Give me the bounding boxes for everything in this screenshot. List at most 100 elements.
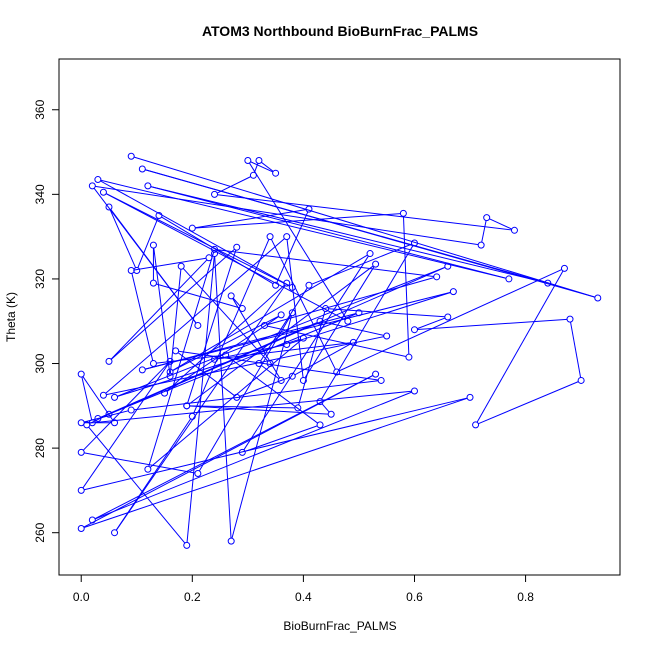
- data-point: [433, 273, 441, 281]
- data-point: [233, 243, 241, 251]
- data-point: [261, 321, 269, 329]
- series-segment: [321, 245, 414, 400]
- data-point: [305, 205, 313, 213]
- data-point: [316, 398, 324, 406]
- data-point: [227, 292, 235, 300]
- series-segment: [328, 308, 445, 318]
- data-point: [366, 250, 374, 258]
- series-segment: [105, 193, 290, 287]
- x-tick-label: 0.6: [406, 590, 423, 604]
- y-tick-label: 280: [33, 438, 47, 458]
- series-segment: [417, 318, 568, 330]
- series-segment: [489, 218, 512, 230]
- data-point: [111, 393, 119, 401]
- series-segment: [232, 298, 281, 379]
- series-segment: [198, 315, 292, 472]
- data-point: [449, 288, 457, 296]
- data-point: [99, 188, 107, 196]
- data-point: [77, 370, 85, 378]
- series-segment: [195, 209, 307, 229]
- series-segment: [232, 297, 241, 307]
- series-segment: [169, 269, 182, 374]
- data-point: [211, 190, 219, 198]
- data-point: [383, 332, 391, 340]
- series-segment: [100, 179, 507, 279]
- data-point: [138, 165, 146, 173]
- data-point: [94, 176, 102, 184]
- series-segment: [84, 397, 468, 491]
- x-axis: 0.0 0.2 0.4 0.6 0.8: [73, 574, 534, 604]
- x-tick-label: 0.4: [295, 590, 312, 604]
- series-segment: [137, 218, 159, 268]
- series-segment: [145, 313, 357, 370]
- data-point: [483, 214, 491, 222]
- data-point: [410, 387, 418, 395]
- series-segment: [134, 380, 379, 411]
- data-point: [410, 326, 418, 334]
- series-segment: [149, 339, 302, 468]
- series-segment: [195, 213, 401, 229]
- series-segment: [186, 256, 215, 543]
- series-segment: [250, 161, 274, 173]
- series-segment: [131, 273, 154, 361]
- data-point: [316, 317, 324, 325]
- series-segment: [111, 266, 446, 414]
- series-segment: [270, 239, 336, 370]
- data-point: [211, 245, 219, 253]
- y-tick-label: 320: [33, 269, 47, 289]
- data-point: [227, 537, 235, 545]
- y-axis: 260 280 300 320 340 360: [33, 99, 60, 543]
- series-segment: [145, 169, 546, 283]
- series-segment: [286, 239, 304, 378]
- data-point: [88, 419, 96, 427]
- data-point: [266, 360, 274, 368]
- data-point: [94, 415, 102, 423]
- series-segment: [105, 238, 285, 394]
- data-point: [138, 366, 146, 374]
- series-segment: [244, 425, 318, 452]
- data-point: [272, 281, 280, 289]
- data-point: [177, 262, 185, 270]
- series-segment: [261, 161, 274, 172]
- data-point: [372, 260, 380, 268]
- series-segment: [478, 381, 579, 425]
- data-point: [594, 294, 602, 302]
- y-tick-label: 360: [33, 99, 47, 119]
- series-segment: [100, 313, 357, 418]
- series-segment: [298, 311, 326, 406]
- data-point: [99, 391, 107, 399]
- data-point: [222, 351, 230, 359]
- data-point: [322, 305, 330, 313]
- series-segment: [214, 256, 232, 539]
- data-point: [205, 254, 213, 262]
- data-point: [294, 404, 302, 412]
- data-point: [377, 376, 385, 384]
- series-segment: [100, 321, 318, 418]
- data-point: [444, 313, 452, 321]
- series-segment: [217, 176, 251, 194]
- data-point: [283, 340, 291, 348]
- data-point: [149, 360, 157, 368]
- series-segment: [166, 284, 285, 392]
- data-point: [288, 309, 296, 317]
- data-point: [77, 448, 85, 456]
- series-segment: [172, 315, 279, 372]
- series-segment: [193, 239, 270, 414]
- data-point: [444, 262, 452, 270]
- data-point: [266, 233, 274, 241]
- data-point: [77, 524, 85, 532]
- data-point: [127, 152, 135, 160]
- data-point: [472, 421, 480, 429]
- data-point: [305, 281, 313, 289]
- series-segment: [227, 356, 318, 424]
- series-segment: [304, 266, 375, 379]
- data-point: [405, 353, 413, 361]
- data-point: [299, 376, 307, 384]
- series-segment: [94, 391, 412, 520]
- series-segment: [84, 452, 195, 474]
- data-point: [194, 469, 202, 477]
- data-point: [105, 410, 113, 418]
- data-point: [355, 309, 363, 317]
